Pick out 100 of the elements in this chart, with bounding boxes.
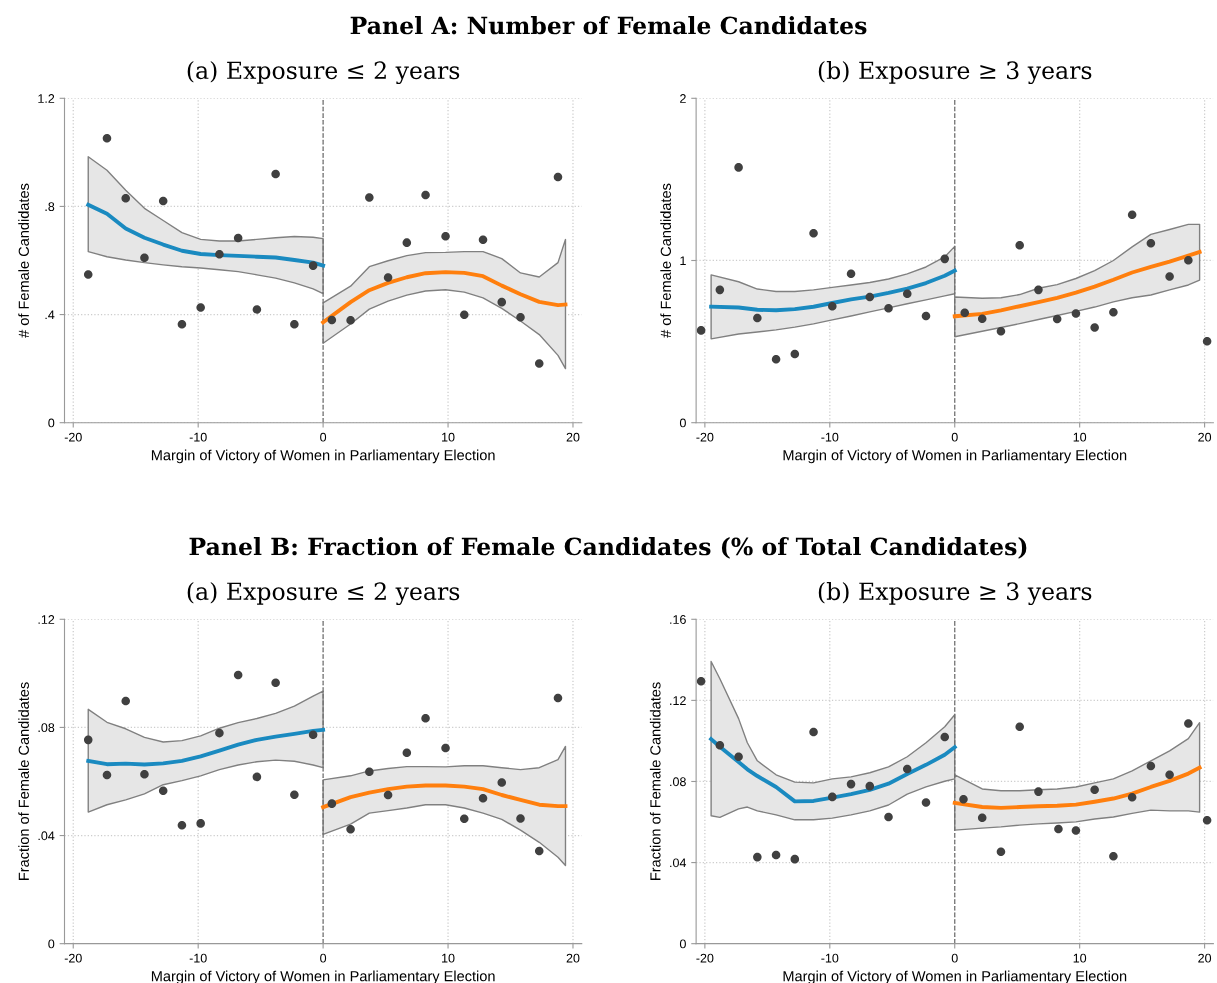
point (346, 315, 355, 325)
x-tick-label: -20 (64, 953, 82, 963)
y-axis-title: # of Female Candidates (660, 183, 672, 338)
y-tick-label: .8 (45, 202, 55, 212)
y-axis-title: Fraction of Female Candidates (18, 682, 29, 880)
x-tick-label: -20 (696, 953, 714, 963)
point (271, 169, 280, 179)
x-tick-label: -20 (696, 432, 714, 442)
y-axis-title: Fraction of Female Candidates (649, 682, 661, 880)
point (290, 790, 299, 800)
point (753, 852, 762, 862)
point (996, 326, 1006, 336)
y-tick-label: .12 (670, 696, 686, 705)
x-axis-title: Margin of Victory of Women in Parliamentary Election (151, 449, 495, 464)
point (940, 254, 950, 264)
chart-title: Panel A: Number of Female Candidates (350, 16, 867, 35)
y-axis-title: # of Female Candidates (18, 183, 29, 338)
y-tick-label: 0 (679, 939, 686, 949)
point (196, 819, 205, 828)
line-series (709, 737, 957, 804)
y-tick-label: .4 (45, 310, 55, 320)
point (534, 359, 544, 368)
point (1034, 285, 1043, 295)
y-tick-label: 0 (48, 939, 55, 949)
y-tick-label: 1 (680, 256, 686, 266)
y-tick-label: .08 (670, 777, 686, 787)
line-series (86, 727, 326, 767)
point (1202, 815, 1212, 825)
point (846, 779, 856, 789)
point (771, 850, 781, 860)
x-tick-label: 10 (1073, 953, 1087, 963)
point (734, 163, 743, 172)
point (421, 713, 430, 723)
point (715, 740, 725, 750)
line-series (321, 270, 568, 325)
point (233, 670, 243, 680)
point (383, 790, 393, 800)
point (121, 696, 130, 706)
point (158, 786, 168, 795)
x-tick-label: 0 (320, 432, 327, 442)
point (1127, 210, 1137, 220)
point (977, 813, 987, 823)
point (884, 304, 893, 313)
point (734, 752, 743, 762)
point (460, 310, 469, 320)
point (902, 289, 912, 299)
point (215, 728, 224, 738)
x-tick-label: 0 (951, 432, 958, 442)
x-tick-label: 20 (1198, 953, 1212, 963)
y-tick-label: 0 (48, 418, 55, 428)
point (402, 748, 412, 758)
chart-subtitle: (b) Exposure ≥ 3 years (818, 60, 1092, 85)
point (921, 798, 931, 807)
point (215, 250, 224, 259)
point (497, 778, 507, 787)
point (271, 678, 280, 688)
point (460, 814, 469, 824)
y-tick-label: .08 (38, 723, 55, 733)
point (1109, 852, 1118, 861)
point (421, 190, 430, 200)
point (196, 303, 205, 312)
x-tick-label: 10 (442, 953, 455, 963)
point (441, 231, 450, 241)
chart-subtitle: (a) Exposure ≤ 2 years (187, 60, 460, 85)
point (1054, 824, 1063, 834)
point (921, 311, 931, 321)
x-tick-label: 0 (320, 953, 327, 963)
point (1146, 761, 1156, 771)
point (1202, 336, 1212, 346)
point (346, 825, 355, 834)
y-tick-label: 0 (679, 418, 686, 428)
point (1127, 793, 1137, 802)
point (83, 270, 93, 279)
point (478, 793, 488, 803)
point (846, 269, 856, 279)
point (553, 693, 563, 703)
point (365, 193, 374, 202)
point (1015, 240, 1024, 250)
line-series (709, 268, 957, 313)
point (233, 233, 243, 243)
point (753, 313, 762, 323)
point (308, 261, 318, 270)
point (865, 781, 875, 791)
point (516, 814, 525, 823)
point (960, 308, 970, 317)
point (177, 821, 187, 830)
point (553, 172, 563, 182)
line-series (952, 765, 1202, 810)
point (696, 677, 706, 686)
y-tick-label: 2 (680, 94, 686, 103)
y-tick-label: .12 (38, 615, 55, 624)
point (1052, 314, 1062, 324)
point (121, 194, 130, 203)
point (790, 854, 800, 864)
point (1071, 826, 1081, 835)
point (327, 799, 337, 808)
point (497, 297, 507, 307)
x-tick-label: -10 (189, 432, 207, 442)
x-tick-label: 20 (1198, 432, 1212, 442)
point (884, 812, 893, 822)
